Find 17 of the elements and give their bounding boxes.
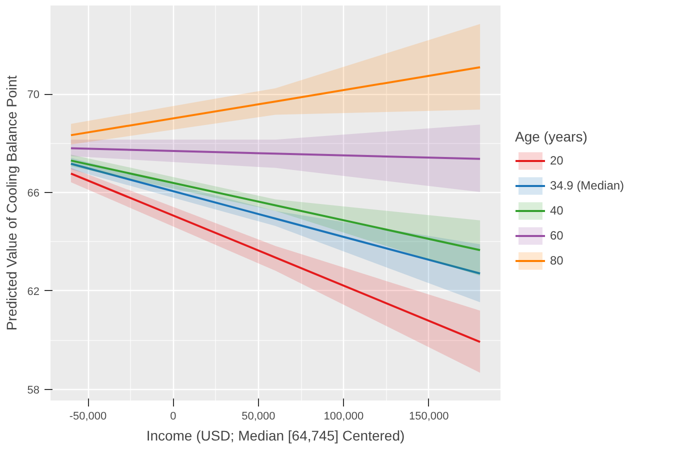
y-tick-label: 70 [27, 89, 40, 102]
y-axis-title: Predicted Value of Cooling Balance Point [3, 75, 20, 331]
x-axis-title: Income (USD; Median [64,745] Centered) [146, 428, 405, 444]
x-tick-label: 150,000 [409, 410, 449, 422]
legend-label: 20 [550, 153, 564, 167]
x-tick-label: 100,000 [324, 410, 364, 422]
x-tick-label: -50,000 [69, 410, 107, 422]
y-tick-label: 62 [27, 286, 40, 298]
x-tick-label: 50,000 [242, 410, 276, 422]
x-tick-label: 0 [170, 410, 176, 422]
legend-label: 40 [550, 203, 564, 217]
y-tick-label: 58 [27, 384, 40, 396]
legend-label: 34.9 (Median) [550, 178, 624, 192]
legend-title: Age (years) [515, 128, 588, 144]
y-tick-label: 66 [27, 188, 40, 200]
legend-label: 60 [550, 228, 564, 242]
legend-label: 80 [550, 253, 564, 267]
